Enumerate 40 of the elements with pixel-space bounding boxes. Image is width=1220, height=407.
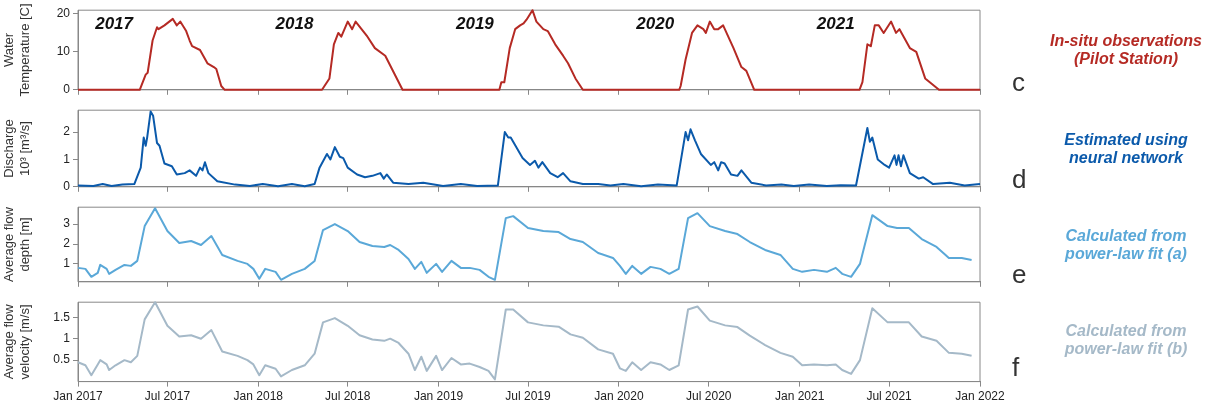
x-tick-label: Jul 2018 [325,389,371,404]
y-tick-label: 1 [63,256,71,271]
y-tick-label: 0 [63,179,71,194]
annotation: 2017 [94,14,135,34]
text: c [1012,67,1025,98]
y-tick-label: 1.5 [53,309,71,324]
y-axis-title: Average flow depth [m] [1,206,32,282]
annotation: 2019 [454,14,495,34]
y-axis-title: Average flow velocity [m/s] [1,303,32,380]
y-tick-label: 10 [56,44,71,59]
x-tick-label: Jan 2017 [53,389,104,404]
y-tick-label: 1 [63,151,71,166]
x-tick-label: Jan 2020 [594,389,644,404]
x-tick-label: Jul 2019 [505,389,552,404]
y-axis-title: Water Temperature [C] [1,3,32,97]
y-tick-label: 0.5 [53,352,71,367]
x-tick-label: Jan 2019 [413,389,464,404]
x-tick-label: Jul 2017 [144,389,191,404]
x-tick-label: Jul 2020 [686,389,732,404]
y-tick-label: 1 [63,330,71,345]
x-tick-label: Jul 2021 [866,389,913,404]
y-tick-label: 2 [63,236,71,251]
annotation: 2021 [815,14,855,34]
y-tick-label: 3 [63,216,71,231]
x-tick-label: Jan 2018 [233,389,284,404]
text: f [1012,352,1020,383]
annotation: 2020 [635,14,675,34]
text: e [1012,259,1027,290]
y-tick-label: 20 [56,6,71,21]
x-tick-label: Jan 2021 [775,389,825,404]
text: Calculated from power-law fit (b) [1063,320,1189,359]
y-axis-title: Discharge 10³ [m³/s] [1,119,32,178]
text: d [1012,164,1027,195]
annotation: 2018 [274,14,314,34]
text: Estimated using neural network [1063,129,1189,168]
text: Calculated from power-law fit (a) [1063,225,1188,264]
text: In-situ observations (Pilot Station) [1049,31,1203,69]
x-tick-label: Jan 2022 [955,389,1006,404]
y-tick-label: 0 [63,82,71,97]
y-tick-label: 2 [63,124,71,139]
